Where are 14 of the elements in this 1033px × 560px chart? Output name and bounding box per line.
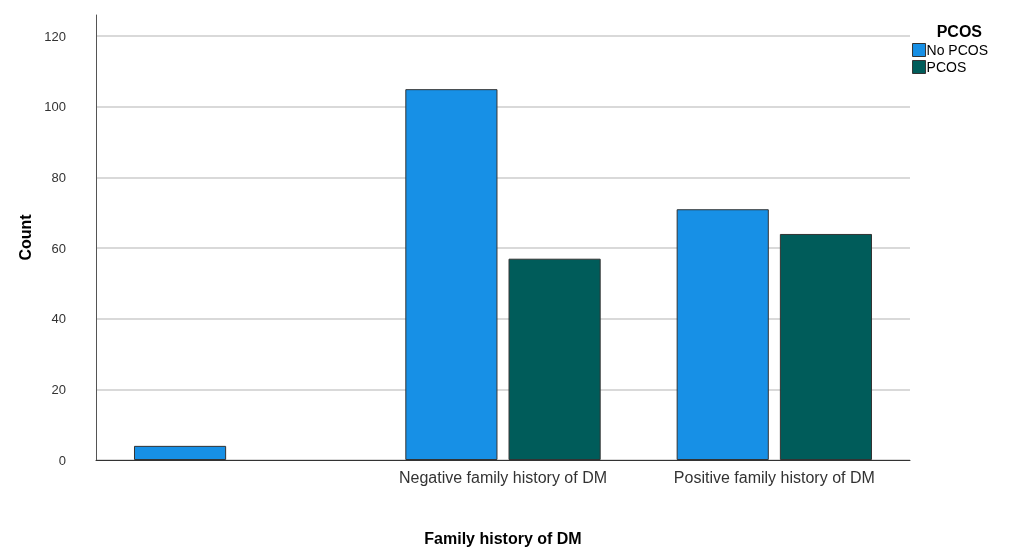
legend-title: PCOS — [936, 22, 983, 40]
y-tick-label: 120 — [44, 28, 66, 44]
y-tick-label: 80 — [51, 169, 66, 185]
y-axis-title: Count — [16, 213, 34, 261]
y-tick-label: 20 — [51, 381, 66, 397]
y-tick-label: 0 — [58, 452, 66, 468]
legend-label: No PCOS — [926, 42, 989, 58]
y-tick-label: 40 — [51, 311, 66, 327]
legend-label: PCOS — [926, 59, 967, 75]
x-axis-title: Family history of DM — [424, 529, 582, 547]
x-tick-label: Negative family history of DM — [398, 468, 608, 486]
x-tick-label: Positive family history of DM — [673, 468, 875, 486]
y-tick-label: 100 — [44, 99, 66, 115]
y-tick-label: 60 — [51, 240, 66, 256]
